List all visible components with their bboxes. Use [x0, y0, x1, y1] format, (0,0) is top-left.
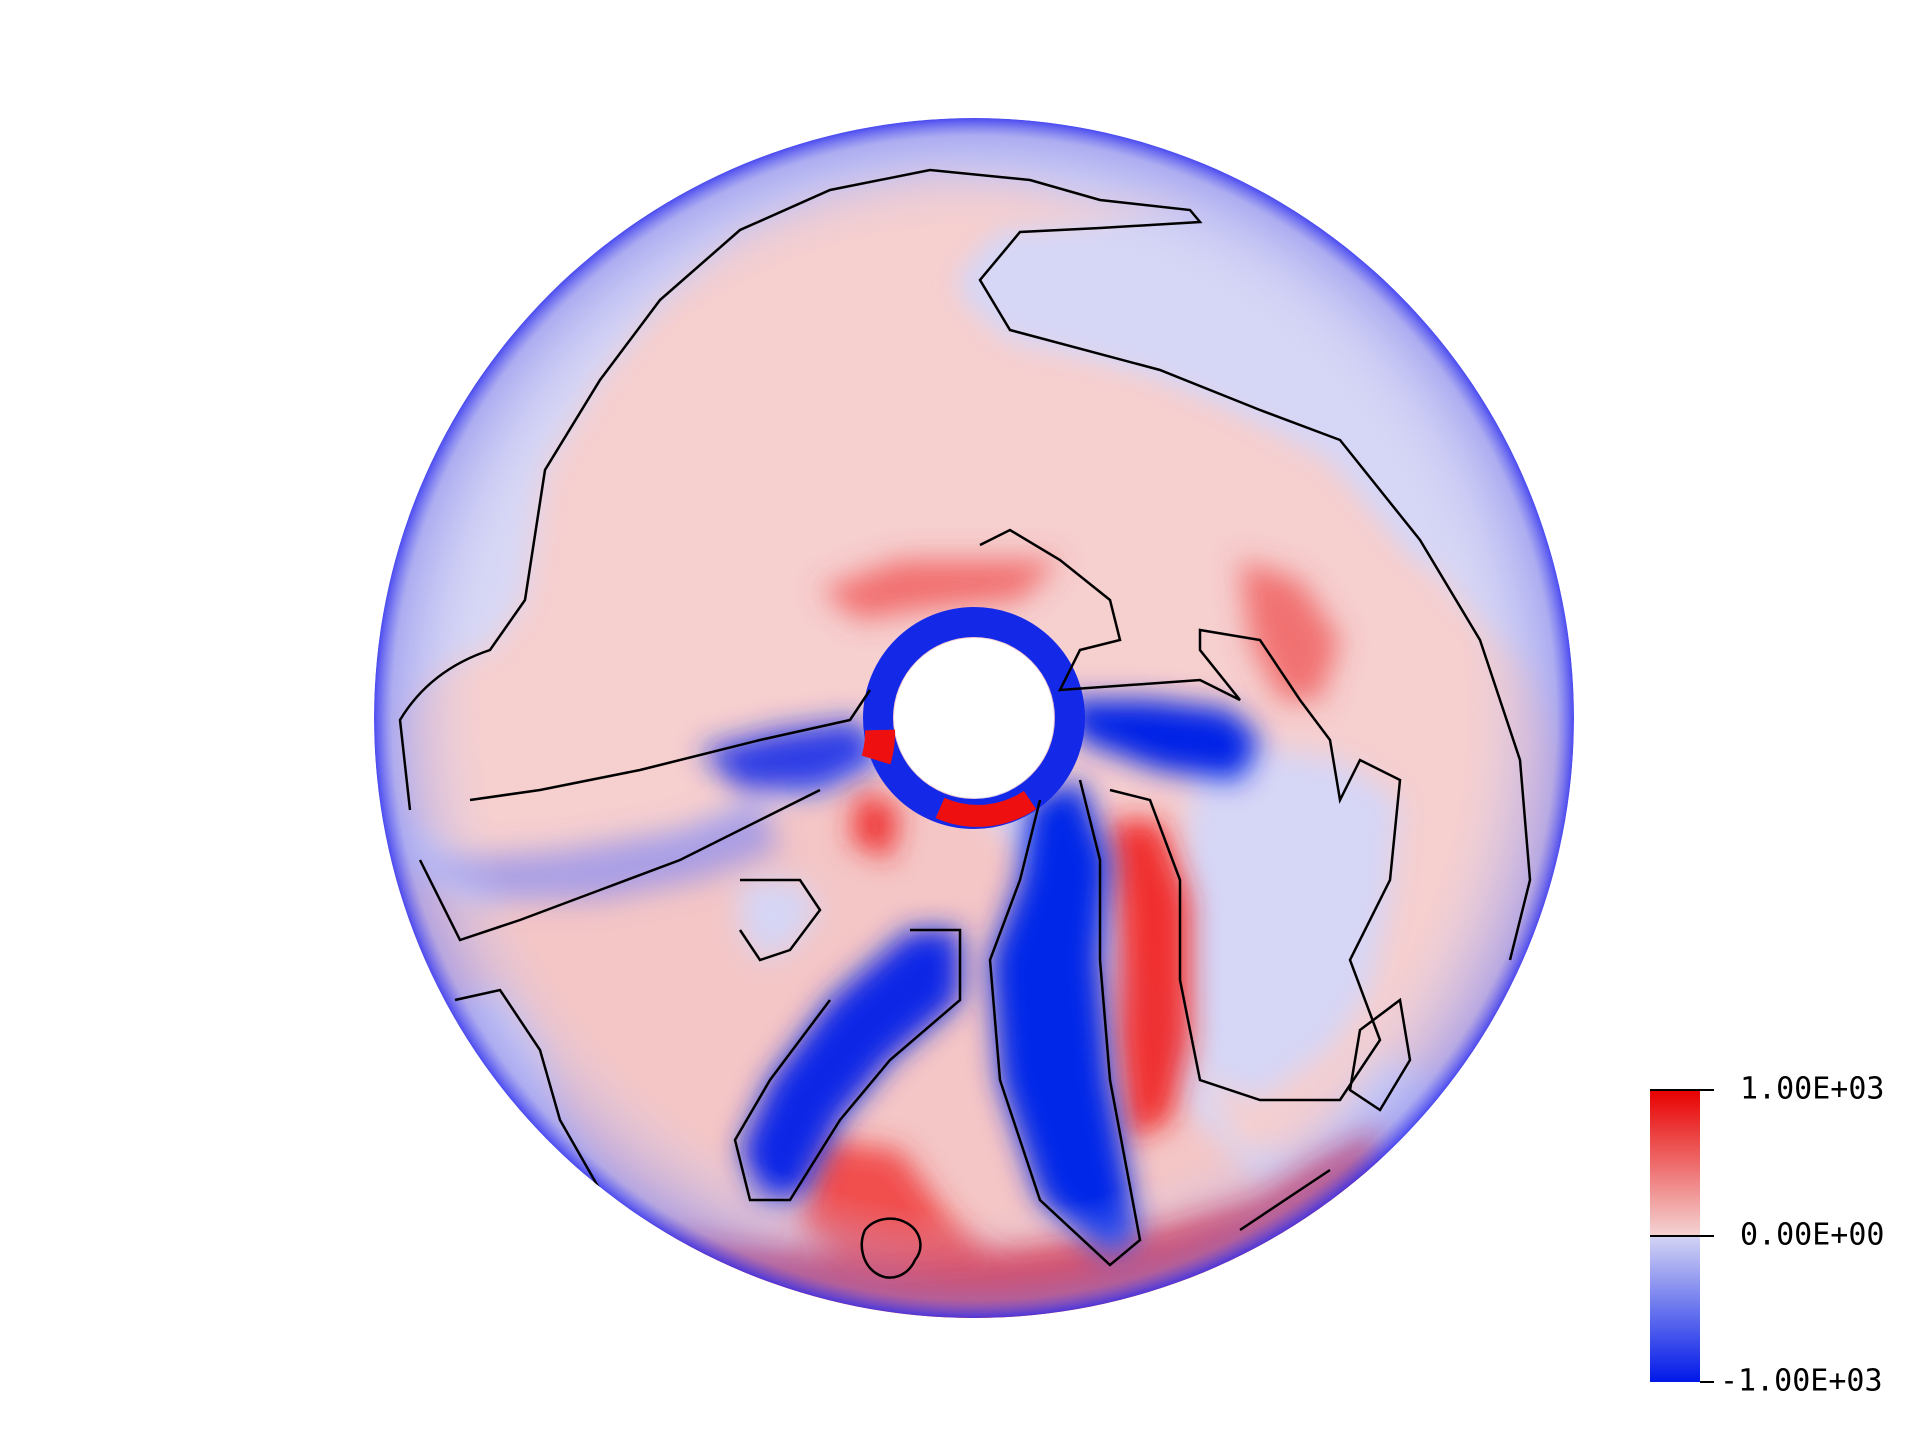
colorbar-mid-label: 0.00E+00 — [1740, 1218, 1885, 1253]
colorbar-max-label: 1.00E+03 — [1740, 1072, 1885, 1107]
zero-contours — [398, 168, 1532, 1279]
center-hole — [894, 638, 1054, 798]
colorbar: 1.00E+03 0.00E+00 -1.00E+03 — [1650, 1072, 1885, 1399]
colorbar-min-label: -1.00E+03 — [1720, 1364, 1883, 1399]
